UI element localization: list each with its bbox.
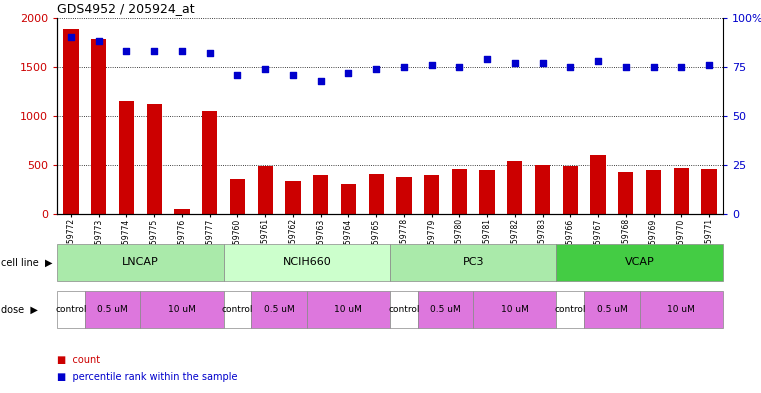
Text: control: control <box>555 305 586 314</box>
Point <box>398 64 410 70</box>
Text: 10 uM: 10 uM <box>501 305 529 314</box>
Text: VCAP: VCAP <box>625 257 654 267</box>
Point <box>148 48 161 54</box>
Bar <box>673 168 689 214</box>
Bar <box>202 111 218 214</box>
Text: 10 uM: 10 uM <box>667 305 696 314</box>
Text: 0.5 uM: 0.5 uM <box>597 305 627 314</box>
Point <box>454 64 466 70</box>
Point <box>425 62 438 68</box>
Bar <box>396 177 412 214</box>
Bar <box>591 155 606 214</box>
Point <box>564 64 576 70</box>
Text: NCIH660: NCIH660 <box>282 257 331 267</box>
Point <box>675 64 687 70</box>
Text: control: control <box>221 305 253 314</box>
Bar <box>119 101 134 214</box>
Bar <box>508 161 523 214</box>
Point <box>703 62 715 68</box>
Text: 0.5 uM: 0.5 uM <box>97 305 128 314</box>
Point <box>314 77 326 84</box>
Text: control: control <box>388 305 419 314</box>
Point <box>481 56 493 62</box>
Bar <box>562 166 578 214</box>
Text: 0.5 uM: 0.5 uM <box>263 305 295 314</box>
Point <box>537 60 549 66</box>
Bar <box>368 174 384 214</box>
Point <box>65 34 77 40</box>
Text: 0.5 uM: 0.5 uM <box>430 305 461 314</box>
Bar <box>230 179 245 214</box>
Point <box>231 72 244 78</box>
Bar <box>424 175 439 214</box>
Text: cell line  ▶: cell line ▶ <box>1 257 53 267</box>
Point <box>648 64 660 70</box>
Bar <box>91 39 107 214</box>
Text: control: control <box>56 305 87 314</box>
Bar <box>646 170 661 214</box>
Text: dose  ▶: dose ▶ <box>1 305 37 314</box>
Bar <box>313 175 328 214</box>
Bar <box>341 184 356 214</box>
Bar <box>257 166 272 214</box>
Bar <box>479 170 495 214</box>
Text: PC3: PC3 <box>463 257 484 267</box>
Point <box>287 72 299 78</box>
Text: GDS4952 / 205924_at: GDS4952 / 205924_at <box>57 2 195 15</box>
Point <box>592 58 604 64</box>
Text: 10 uM: 10 uM <box>168 305 196 314</box>
Text: LNCAP: LNCAP <box>122 257 159 267</box>
Bar <box>63 29 78 214</box>
Point <box>509 60 521 66</box>
Bar <box>147 104 162 214</box>
Bar <box>618 172 633 214</box>
Bar <box>174 209 189 214</box>
Text: ■  percentile rank within the sample: ■ percentile rank within the sample <box>57 372 237 382</box>
Point <box>259 66 271 72</box>
Point <box>176 48 188 54</box>
Point <box>93 38 105 44</box>
Bar <box>285 181 301 214</box>
Bar <box>452 169 467 214</box>
Point <box>342 70 355 76</box>
Text: 10 uM: 10 uM <box>334 305 362 314</box>
Point <box>370 66 382 72</box>
Point <box>120 48 132 54</box>
Bar <box>535 165 550 214</box>
Text: ■  count: ■ count <box>57 354 100 365</box>
Point <box>204 50 216 56</box>
Point <box>619 64 632 70</box>
Bar <box>702 169 717 214</box>
